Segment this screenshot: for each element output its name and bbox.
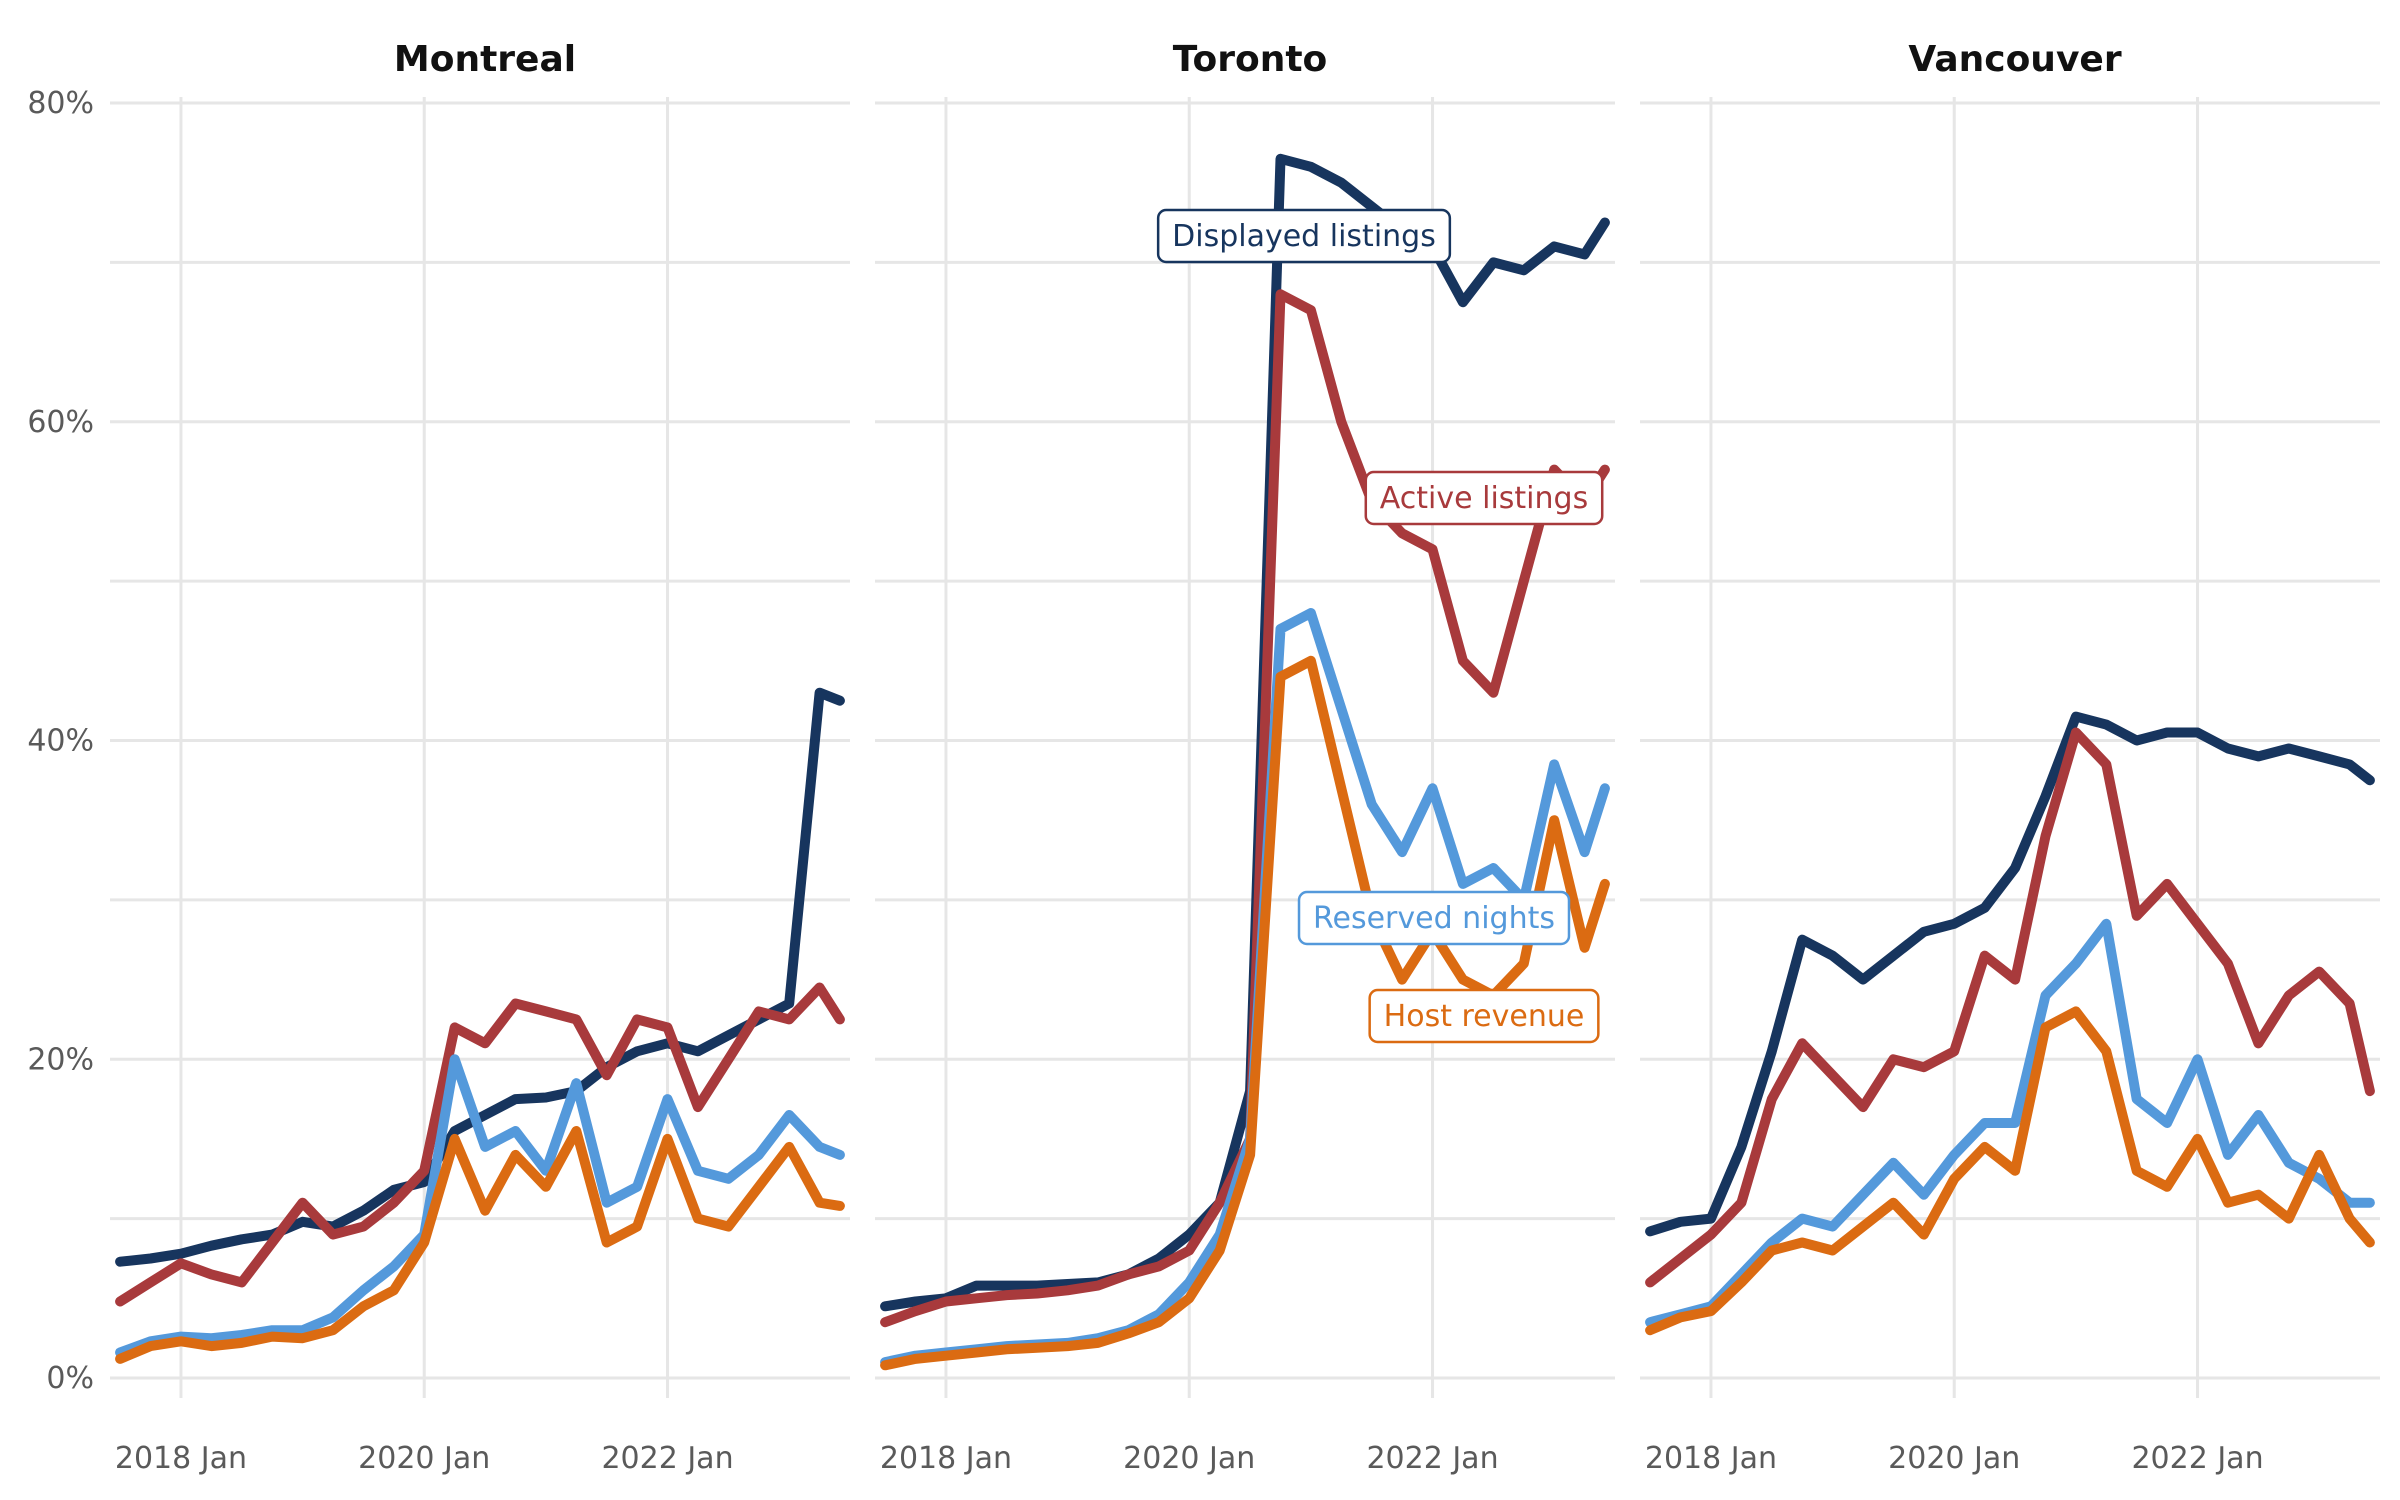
y-tick-label: 20% <box>27 1042 94 1077</box>
series-label-box <box>1297 890 1571 946</box>
series-line-active-listings <box>115 982 845 1307</box>
series-label-host-revenue: Host revenue <box>1368 988 1600 1044</box>
series-line-displayed-listings <box>115 687 845 1267</box>
series-label-active-listings: Active listings <box>1364 470 1604 526</box>
series-label-displayed-listings: Displayed listings <box>1156 208 1452 264</box>
x-tick-label: 2022 Jan <box>601 1441 733 1476</box>
panel-vancouver: 2018 Jan 2020 Jan 2022 Jan Vancouver <box>1640 39 2380 1476</box>
series-label-text: Displayed listings <box>1172 219 1436 254</box>
series-line-reserved-nights <box>115 1054 845 1358</box>
x-tick-label: 2020 Jan <box>358 1441 490 1476</box>
series-line-displayed-listings <box>1645 711 2375 1237</box>
x-tick-label: 2018 Jan <box>115 1441 247 1476</box>
x-tick-label: 2018 Jan <box>1645 1441 1777 1476</box>
y-tick-label: 80% <box>27 86 94 121</box>
panel-montreal: 2018 Jan 2020 Jan 2022 Jan Montreal <box>110 39 850 1476</box>
series-line-reserved-nights <box>1645 918 2375 1328</box>
panel-title: Toronto <box>1173 39 1328 80</box>
y-tick-label: 60% <box>27 405 94 440</box>
series-line-host-revenue <box>1645 1006 2375 1336</box>
x-tick-label: 2022 Jan <box>1366 1441 1498 1476</box>
series-label-text: Host revenue <box>1384 999 1585 1034</box>
series-label-box <box>1368 988 1600 1044</box>
x-tick-label: 2018 Jan <box>880 1441 1012 1476</box>
x-tick-label: 2020 Jan <box>1888 1441 2020 1476</box>
x-tick-label: 2022 Jan <box>2131 1441 2263 1476</box>
series-label-reserved-nights: Reserved nights <box>1297 890 1571 946</box>
series-label-text: Active listings <box>1380 481 1588 516</box>
panel-title: Vancouver <box>1908 39 2121 80</box>
panel-toronto: 2018 Jan 2020 Jan 2022 Jan Toronto <box>875 39 1615 1476</box>
y-tick-label: 0% <box>46 1361 94 1396</box>
series-label-box <box>1364 470 1604 526</box>
panel-title: Montreal <box>394 39 576 80</box>
y-tick-label: 40% <box>27 724 94 759</box>
series-label-box <box>1156 208 1452 264</box>
series-label-text: Reserved nights <box>1313 901 1555 936</box>
series-line-displayed-listings <box>880 153 1610 1312</box>
series-line-host-revenue <box>115 1126 845 1364</box>
series-line-active-listings <box>1645 727 2375 1288</box>
x-tick-label: 2020 Jan <box>1123 1441 1255 1476</box>
